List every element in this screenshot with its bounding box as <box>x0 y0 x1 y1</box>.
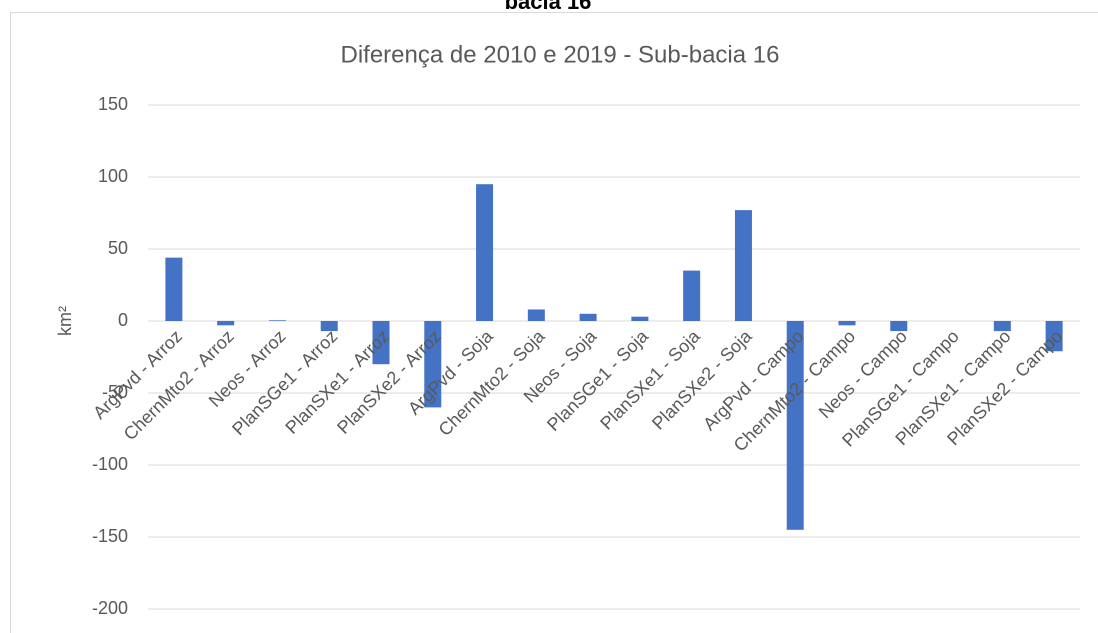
bar <box>579 313 597 321</box>
y-tick-label: -50 <box>102 382 128 402</box>
bar <box>217 321 235 326</box>
y-axis-title: km² <box>55 306 75 336</box>
chart-frame <box>10 12 1098 633</box>
bar <box>890 321 908 332</box>
bar <box>268 320 286 321</box>
bar <box>165 257 183 321</box>
bar <box>424 321 442 408</box>
caption: bacia 16 <box>505 0 592 14</box>
bar <box>372 321 390 365</box>
y-tick-label: 50 <box>108 238 128 258</box>
bar <box>838 321 856 326</box>
bar <box>993 321 1011 332</box>
bar <box>631 316 649 321</box>
y-tick-label: 150 <box>98 94 128 114</box>
y-tick-label: -150 <box>92 526 128 546</box>
bar <box>1045 321 1063 352</box>
y-tick-label: -200 <box>92 598 128 618</box>
y-tick-label: 0 <box>118 310 128 330</box>
y-tick-label: 100 <box>98 166 128 186</box>
bar <box>476 184 494 321</box>
chart-title: Diferença de 2010 e 2019 - Sub-bacia 16 <box>341 41 780 68</box>
bar <box>734 210 752 321</box>
bar <box>320 321 338 332</box>
bar <box>786 321 804 530</box>
bar <box>683 270 701 321</box>
bar <box>527 309 545 321</box>
y-tick-label: -100 <box>92 454 128 474</box>
